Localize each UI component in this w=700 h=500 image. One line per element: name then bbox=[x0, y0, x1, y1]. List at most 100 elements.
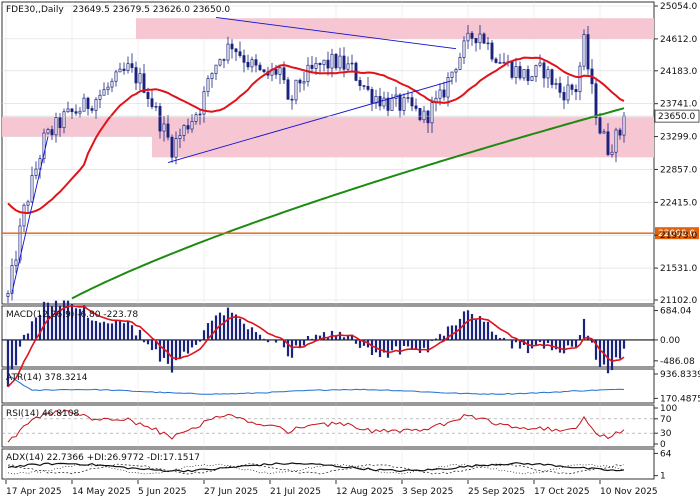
candle-body bbox=[282, 67, 286, 81]
candle-body bbox=[174, 138, 178, 158]
macd-bar bbox=[74, 308, 78, 340]
macd-bar bbox=[186, 339, 190, 354]
atr-frame bbox=[1, 368, 655, 404]
macd-bar bbox=[342, 337, 346, 340]
macd-bar bbox=[102, 321, 106, 340]
candle-body bbox=[10, 265, 14, 294]
candle-body bbox=[562, 92, 566, 101]
candle-body bbox=[462, 40, 466, 58]
macd-bar bbox=[382, 339, 386, 353]
macd-bar bbox=[298, 339, 302, 349]
pane-tick-label: 684.04 bbox=[660, 307, 692, 317]
macd-bar bbox=[334, 336, 338, 340]
candle-body bbox=[178, 135, 182, 139]
candle-body bbox=[606, 131, 610, 155]
candle-body bbox=[286, 79, 290, 100]
macd-bar bbox=[10, 339, 14, 370]
macd-bar bbox=[418, 339, 422, 353]
price-tick-label: 23741.0 bbox=[660, 100, 697, 110]
macd-bar bbox=[202, 330, 206, 340]
macd-bar bbox=[614, 339, 618, 358]
macd-bar bbox=[510, 339, 514, 349]
resistance-zone bbox=[136, 18, 654, 39]
candle-body bbox=[86, 97, 90, 109]
candle-body bbox=[186, 125, 190, 130]
macd-bar bbox=[22, 334, 26, 340]
candle-body bbox=[338, 55, 342, 69]
macd-bar bbox=[582, 318, 586, 340]
macd-bar bbox=[450, 325, 454, 340]
candle-body bbox=[182, 125, 186, 136]
macd-bar bbox=[282, 339, 286, 348]
macd-bar bbox=[42, 301, 46, 340]
pane-tick-label: 0 bbox=[660, 440, 666, 450]
macd-signal-line bbox=[7, 304, 625, 388]
candle-body bbox=[114, 71, 118, 82]
macd-bar bbox=[494, 334, 498, 340]
time-tick-label: 17 Apr 2025 bbox=[6, 487, 62, 497]
time-tick-label: 17 Oct 2025 bbox=[534, 487, 590, 497]
candle-body bbox=[278, 67, 282, 75]
candle-body bbox=[70, 108, 74, 113]
candle-body bbox=[594, 83, 598, 119]
candles bbox=[6, 25, 626, 304]
macd-bar bbox=[470, 313, 474, 340]
macd-bar bbox=[86, 317, 90, 340]
candle-body bbox=[478, 33, 482, 44]
macd-bar bbox=[150, 339, 154, 351]
macd-bar bbox=[314, 334, 318, 340]
macd-bar bbox=[350, 334, 354, 340]
candle-body bbox=[138, 73, 142, 84]
time-tick-label: 14 May 2025 bbox=[72, 487, 131, 497]
price-tick-label: 21973.0 bbox=[660, 231, 697, 241]
macd-bar bbox=[222, 315, 226, 340]
trendline-rise bbox=[11, 136, 49, 293]
candle-body bbox=[302, 81, 306, 84]
macd-bar bbox=[78, 308, 82, 340]
rsi-line bbox=[7, 410, 625, 443]
price-header: FDE30,,Daily 23649.5 23679.5 23626.0 236… bbox=[6, 5, 230, 15]
macd-bar bbox=[26, 333, 30, 340]
candle-body bbox=[258, 64, 262, 71]
candle-body bbox=[490, 42, 494, 60]
candle-body bbox=[482, 33, 486, 44]
candle-body bbox=[346, 63, 350, 70]
candle-body bbox=[466, 32, 470, 42]
macd-bar bbox=[474, 319, 478, 340]
macd-bar bbox=[286, 339, 290, 357]
macd-bar bbox=[70, 304, 74, 340]
macd-bar bbox=[398, 339, 402, 355]
candle-body bbox=[290, 98, 294, 101]
candle-body bbox=[450, 71, 454, 78]
macd-bar bbox=[50, 306, 54, 340]
macd-bar bbox=[402, 339, 406, 347]
candle-body bbox=[418, 108, 422, 121]
macd-frame bbox=[1, 305, 655, 368]
macd-bar bbox=[594, 339, 598, 360]
candle-body bbox=[362, 85, 366, 87]
candle-body bbox=[386, 97, 390, 111]
macd-bar bbox=[142, 339, 146, 343]
time-tick-label: 27 Jun 2025 bbox=[204, 487, 258, 497]
candle-body bbox=[118, 68, 122, 73]
time-axis: 17 Apr 2025 14 May 2025 5 Jun 2025 27 Jun 2… bbox=[5, 480, 658, 497]
candle-body bbox=[598, 117, 602, 134]
candle-body bbox=[574, 89, 578, 93]
macd-bar bbox=[558, 339, 562, 353]
candle-body bbox=[310, 64, 314, 69]
macd-bar bbox=[106, 323, 110, 340]
macd-bar bbox=[294, 339, 298, 346]
macd-bar bbox=[610, 339, 614, 371]
candle-body bbox=[318, 62, 322, 66]
candle-body bbox=[578, 65, 582, 93]
candle-body bbox=[206, 78, 210, 93]
candle-body bbox=[94, 99, 98, 111]
macd-bar bbox=[438, 334, 442, 340]
macd-bar bbox=[198, 339, 202, 342]
macd-bar bbox=[318, 335, 322, 340]
pane-tick-label: 170.4875 bbox=[660, 394, 700, 404]
macd-bar bbox=[154, 339, 158, 350]
pane-tick-label: 0.00 bbox=[660, 336, 680, 346]
macd-bar bbox=[354, 339, 358, 344]
candle-body bbox=[550, 69, 554, 85]
